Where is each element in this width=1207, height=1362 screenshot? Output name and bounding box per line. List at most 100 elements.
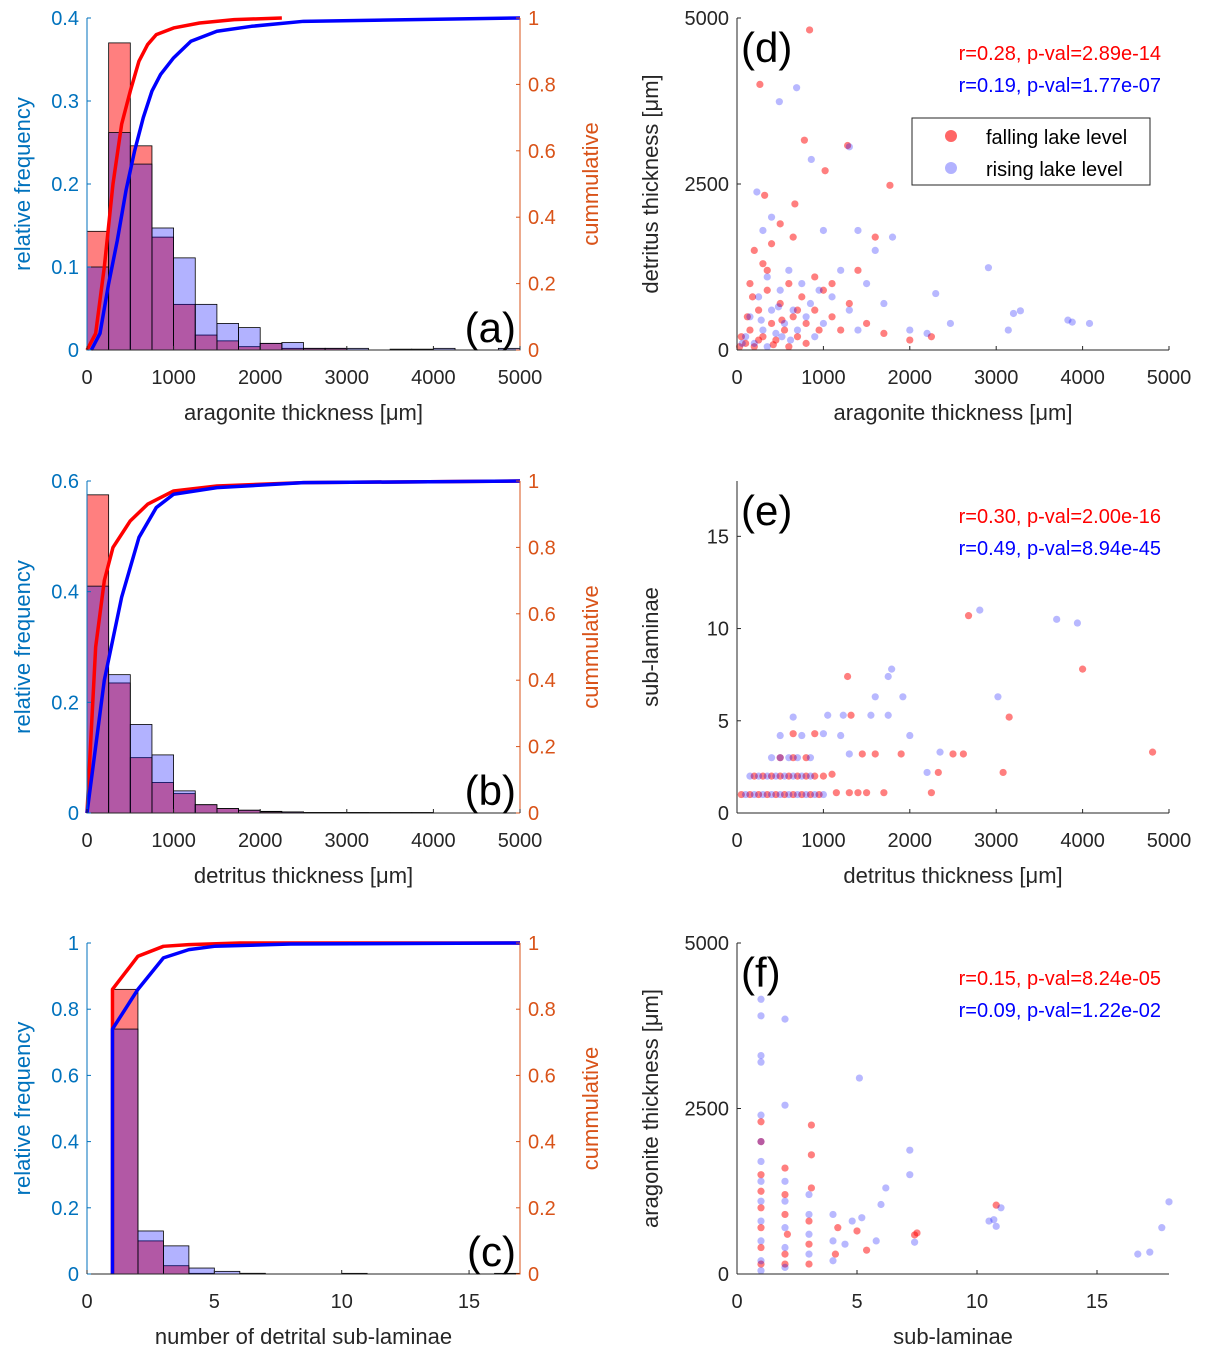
- scatter-point-falling: [999, 768, 1007, 777]
- panel-label: (d): [741, 24, 792, 71]
- scatter-point-falling: [750, 246, 758, 254]
- scatter-point-rising: [780, 319, 789, 328]
- scatter-point-rising: [839, 711, 847, 719]
- scatter-point-falling: [853, 1227, 861, 1235]
- y-tick-label: 0: [68, 340, 79, 362]
- y-axis-label: sub-laminae: [638, 587, 663, 707]
- scatter-point-rising: [1158, 1224, 1166, 1232]
- scatter-point-falling: [863, 789, 871, 797]
- cumulative-line-rising: [85, 479, 521, 814]
- x-tick-label: 15: [458, 1291, 480, 1313]
- x-tick-label: 3000: [325, 830, 370, 852]
- legend-marker-falling: [945, 130, 957, 142]
- x-tick-label: 5000: [1147, 367, 1192, 389]
- scatter-point-rising: [776, 754, 784, 762]
- scatter-point-rising: [763, 772, 771, 780]
- scatter-point-rising: [911, 1238, 919, 1246]
- scatter-point-falling: [781, 1190, 789, 1199]
- scatter-point-falling: [743, 313, 751, 321]
- x-tick-label: 0: [81, 830, 92, 852]
- cumulative-line-rising: [110, 941, 521, 1274]
- y2-tick-label: 0.8: [528, 74, 556, 96]
- scatter-point-falling: [776, 299, 784, 308]
- scatter-point-rising: [877, 1200, 885, 1209]
- scatter-point-falling: [750, 343, 758, 351]
- scatter-point-falling: [793, 333, 802, 341]
- scatter-point-rising: [802, 313, 810, 321]
- scatter-point-rising: [781, 1263, 789, 1271]
- scatter-point-rising: [906, 731, 914, 740]
- scatter-point-rising: [757, 1012, 765, 1020]
- scatter-point-falling: [783, 1230, 792, 1238]
- scatter-point-rising: [757, 995, 765, 1003]
- scatter-point-rising: [767, 213, 776, 221]
- scatter-point-falling: [759, 772, 767, 780]
- x-tick-label: 0: [81, 367, 92, 389]
- x-tick-label: 3000: [325, 367, 370, 389]
- panel-label: (e): [741, 487, 792, 534]
- scatter-point-rising: [753, 188, 761, 196]
- y2-axis-label: cummulative: [578, 122, 603, 245]
- scatter-point-falling: [798, 790, 806, 799]
- scatter-point-falling: [854, 266, 862, 274]
- panel-label: (c): [467, 1228, 516, 1275]
- x-tick-label: 5000: [498, 367, 543, 389]
- cumulative-line-falling: [110, 941, 520, 1274]
- x-axis-label: number of detrital sub-laminae: [155, 1324, 452, 1349]
- scatter-point-falling: [863, 319, 871, 328]
- scatter-point-falling: [843, 672, 852, 681]
- histogram-bar-rising: [137, 1230, 164, 1275]
- x-tick-label: 5: [209, 1291, 220, 1313]
- stats-rising: r=0.09, p-val=1.22e-02: [959, 1000, 1161, 1022]
- panel-f: 0 2500 5000 aragonite thickness [μm] (f) r=0.…: [638, 933, 1173, 1349]
- scatter-point-rising: [811, 333, 819, 341]
- scatter-point-falling: [847, 711, 855, 719]
- scatter-point-rising: [757, 1058, 765, 1066]
- scatter-point-rising: [757, 1237, 765, 1245]
- scatter-point-rising: [880, 299, 888, 308]
- scatter-point-rising: [789, 772, 797, 780]
- scatter-point-falling: [737, 790, 745, 799]
- scatter-point-rising: [997, 1204, 1005, 1212]
- scatter-point-falling: [802, 754, 810, 762]
- scatter-point-falling: [757, 1260, 765, 1268]
- scatter-point-falling: [755, 336, 763, 344]
- scatter-point-rising: [805, 1250, 813, 1258]
- histogram-bar-rising: [108, 674, 131, 814]
- histogram-bar-rising: [281, 342, 304, 351]
- legend: falling lake level rising lake level: [911, 117, 1151, 186]
- scatter-point-falling: [781, 1250, 789, 1258]
- histogram-bar-rising: [216, 808, 239, 814]
- scatter-point-rising: [841, 1240, 849, 1248]
- histogram-bar-falling: [112, 988, 139, 1275]
- scatter-point-falling: [828, 313, 836, 321]
- scatter-point-rising: [936, 748, 944, 756]
- scatter-point-rising: [1009, 309, 1018, 318]
- x-tick-label: 1000: [151, 830, 196, 852]
- scatter-point-falling: [757, 1243, 765, 1252]
- scatter-point-rising: [742, 333, 750, 341]
- scatter-point-rising: [1146, 1248, 1154, 1256]
- x-axis-label: aragonite thickness [μm]: [184, 400, 423, 425]
- histogram-bar-rising: [163, 1245, 190, 1275]
- panel-label: (f): [741, 949, 781, 996]
- histogram-bar-rising: [112, 1028, 139, 1275]
- scatter-point-rising: [776, 790, 784, 799]
- scatter-point-rising: [819, 319, 828, 328]
- scatter-point-rising: [781, 1197, 789, 1205]
- y-tick-label: 0.4: [51, 8, 79, 30]
- scatter-point-rising: [819, 226, 828, 235]
- scatter-point-rising: [772, 772, 780, 780]
- y2-tick-label: 0: [528, 340, 539, 362]
- scatter-point-rising: [776, 731, 784, 740]
- scatter-point-rising: [884, 711, 892, 719]
- scatter-point-falling: [871, 233, 879, 241]
- y2-tick-label: 0.2: [528, 737, 556, 759]
- scatter-point-falling: [789, 790, 797, 799]
- x-tick-label: 5000: [1147, 830, 1192, 852]
- scatter-point-falling: [763, 266, 771, 274]
- scatter-point-rising: [759, 790, 767, 799]
- scatter-point-falling: [886, 181, 894, 189]
- scatter-point-falling: [819, 286, 828, 294]
